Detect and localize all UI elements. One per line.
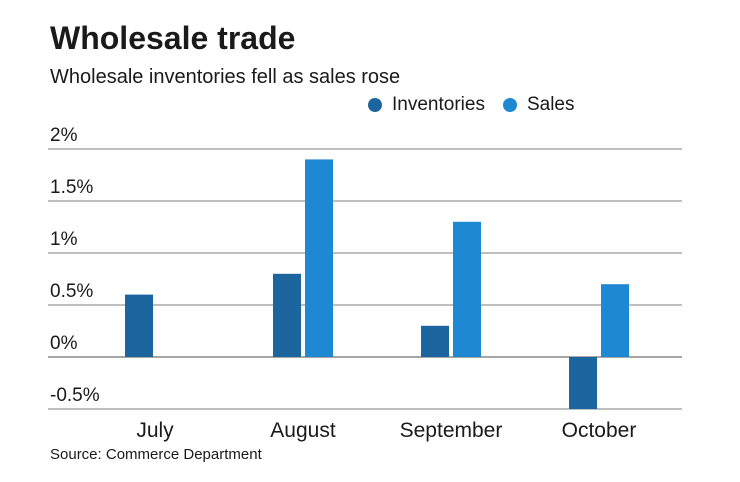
x-tick-label: October bbox=[562, 419, 637, 442]
legend-label-inventories: Inventories bbox=[392, 94, 485, 115]
bar-sales bbox=[453, 221, 481, 357]
bar-sales bbox=[601, 284, 629, 357]
y-tick-label: 1.5% bbox=[50, 177, 93, 198]
legend-swatch-sales bbox=[502, 98, 517, 112]
bar-inventories bbox=[421, 325, 449, 357]
y-tick-label: 0% bbox=[50, 333, 78, 354]
chart-subtitle: Wholesale inventories fell as sales rose bbox=[50, 66, 401, 88]
x-tick-label: July bbox=[136, 419, 174, 442]
legend: Inventories Sales bbox=[368, 94, 584, 116]
x-tick-label: September bbox=[400, 419, 503, 442]
bar-inventories bbox=[125, 294, 153, 357]
legend-label-sales: Sales bbox=[526, 94, 575, 115]
legend-item-inventories: Inventories bbox=[368, 94, 485, 116]
bar-inventories bbox=[273, 273, 301, 357]
bar-inventories bbox=[569, 357, 597, 409]
chart-title: Wholesale trade bbox=[50, 20, 296, 56]
y-tick-label: 2% bbox=[50, 125, 78, 146]
x-tick-label: August bbox=[270, 419, 336, 442]
legend-swatch-inventories bbox=[368, 98, 382, 112]
y-tick-label: 1% bbox=[50, 229, 78, 250]
legend-item-sales: Sales bbox=[502, 94, 575, 116]
source-note: Source: Commerce Department bbox=[50, 446, 262, 463]
y-tick-label: -0.5% bbox=[50, 385, 100, 406]
y-tick-label: 0.5% bbox=[50, 281, 93, 302]
bar-sales bbox=[305, 159, 333, 357]
